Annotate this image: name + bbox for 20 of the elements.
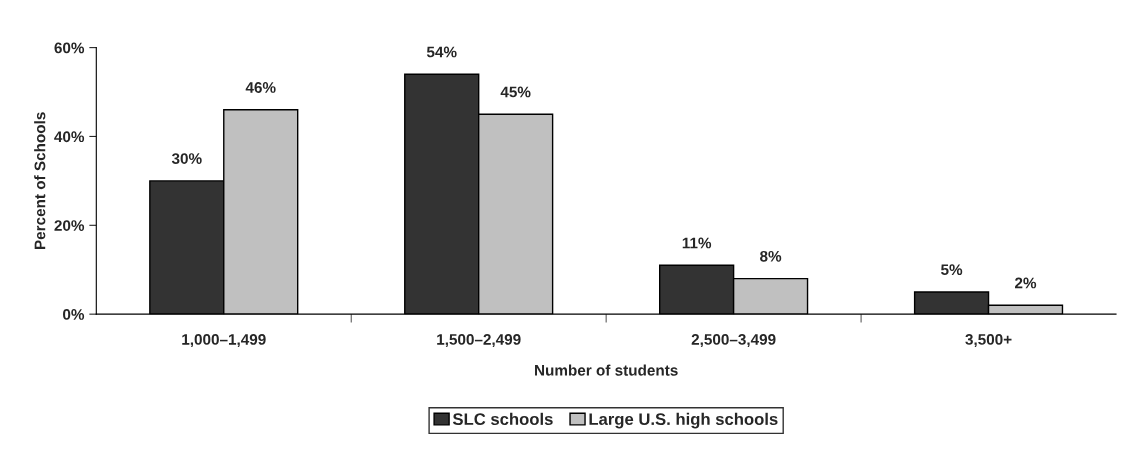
data-label: 8% (760, 250, 782, 262)
data-label: 45% (500, 86, 531, 98)
x-tick-label: 1,500–2,499 (437, 334, 521, 348)
data-label: 46% (245, 82, 276, 93)
x-tick-label: 3,500+ (965, 334, 1012, 348)
y-tick-label: 60% (54, 42, 85, 54)
data-label: 5% (941, 264, 963, 276)
x-tick-label: 1,000–1,499 (182, 334, 266, 348)
x-tick-label: 2,500–3,499 (691, 334, 776, 348)
data-label: 11% (682, 237, 712, 249)
data-label: 54% (426, 46, 457, 58)
y-tick-label: 20% (54, 220, 85, 231)
data-label: 2% (1015, 277, 1037, 289)
legend-label: SLC schools (452, 412, 553, 426)
y-tick-label: 0% (63, 309, 85, 320)
y-tick-label: 40% (54, 131, 85, 143)
y-axis-title: Percent of Schools (34, 112, 46, 250)
x-axis-title: Number of students (535, 364, 678, 376)
data-label: 30% (171, 153, 202, 164)
legend-label: Large U.S. high schools (589, 412, 778, 429)
